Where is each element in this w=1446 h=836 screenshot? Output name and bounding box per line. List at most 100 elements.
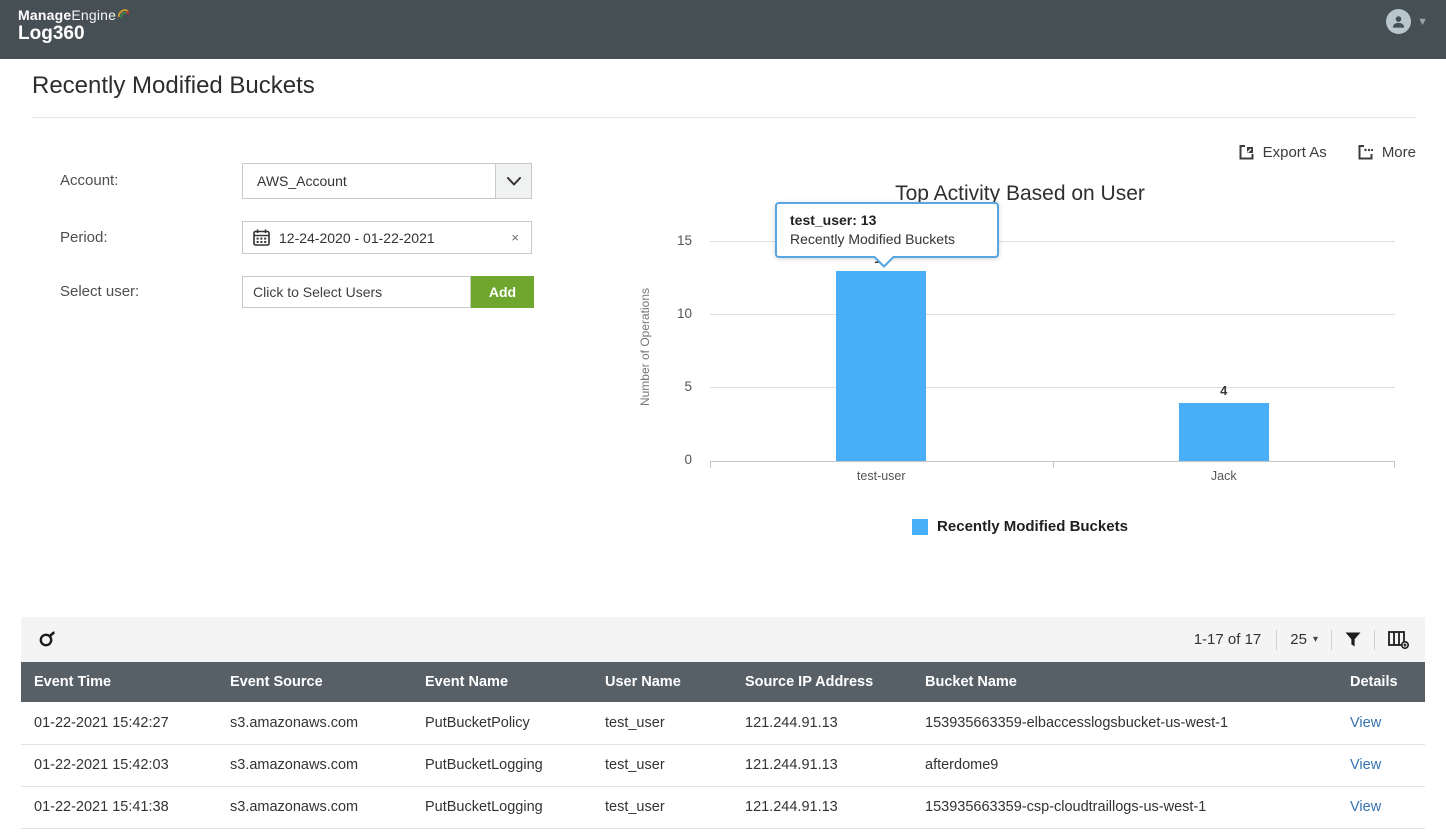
account-label: Account: — [60, 172, 119, 189]
chart-title: Top Activity Based on User — [895, 182, 1145, 205]
col-event-source[interactable]: Event Source — [217, 662, 412, 702]
legend-swatch — [912, 518, 929, 535]
chart-y-ticks: 0 5 10 15 — [652, 230, 700, 467]
cell-event-source: s3.amazonaws.com — [217, 744, 412, 787]
table-toolbar: 1-17 of 17 25 ▾ — [21, 617, 1425, 662]
cell-source-ip: 121.244.91.13 — [732, 744, 912, 787]
cell-details: View — [1337, 744, 1425, 787]
page-size-caret-icon: ▾ — [1312, 634, 1318, 645]
bar-Jack[interactable] — [1178, 402, 1269, 461]
table-header-row: Event Time Event Source Event Name User … — [21, 662, 1425, 702]
user-menu-caret-icon: ▼ — [1417, 15, 1428, 28]
chart-y-axis-title: Number of Operations — [638, 287, 652, 407]
cell-event-time: 01-22-2021 15:42:27 — [21, 702, 217, 745]
cell-user-name: test_user — [592, 786, 732, 829]
cell-bucket-name: 153935663359-csp-cloudtraillogs-us-west-… — [912, 786, 1337, 829]
cell-event-name: PutBucketLogging — [412, 744, 592, 787]
table-row: 01-22-2021 15:42:03 s3.amazonaws.com PutBu… — [21, 744, 1425, 787]
manageengine-logo: ManageEngine — [18, 7, 130, 23]
col-details[interactable]: Details — [1337, 662, 1425, 702]
tooltip-arrow-inner — [875, 256, 893, 265]
chart-x-labels: test-user Jack — [710, 469, 1395, 489]
chart-tooltip: test_user: 13 Recently Modified Buckets — [775, 202, 999, 268]
more-button[interactable]: More — [1357, 144, 1416, 161]
tooltip-title: test_user: 13 — [790, 212, 877, 228]
x-category-label: Jack — [1210, 469, 1237, 483]
page-title: Recently Modified Buckets — [32, 72, 315, 99]
chart-legend[interactable]: Recently Modified Buckets — [640, 518, 1400, 535]
col-user-name[interactable]: User Name — [592, 662, 732, 702]
brand-engine: Engine — [71, 7, 117, 23]
bar-test-user[interactable] — [836, 270, 927, 461]
page-size-value: 25 — [1290, 631, 1307, 648]
log360-logo-text: Log360 — [18, 23, 85, 45]
x-axis-tick — [1052, 461, 1054, 468]
col-event-name[interactable]: Event Name — [412, 662, 592, 702]
table-body: 01-22-2021 15:42:27 s3.amazonaws.com PutBu… — [21, 702, 1425, 829]
calendar-icon — [253, 229, 270, 246]
brand-logo[interactable]: ManageEngine Log360 — [18, 7, 130, 45]
period-field[interactable]: 12-24-2020 - 01-22-2021 × — [242, 221, 532, 254]
view-details-link[interactable]: View — [1350, 799, 1382, 815]
cell-event-name: PutBucketLogging — [412, 786, 592, 829]
add-user-button[interactable]: Add — [471, 276, 534, 308]
x-axis-tick — [710, 461, 711, 468]
filter-icon[interactable] — [1345, 632, 1361, 647]
user-menu[interactable]: ▼ — [1386, 9, 1428, 34]
cell-details: View — [1337, 702, 1425, 745]
cell-event-time: 01-22-2021 15:42:03 — [21, 744, 217, 787]
table-header: Event Time Event Source Event Name User … — [21, 662, 1425, 702]
cell-details: View — [1337, 786, 1425, 829]
cell-event-source: s3.amazonaws.com — [217, 786, 412, 829]
period-clear-icon[interactable]: × — [511, 230, 519, 245]
cell-user-name: test_user — [592, 744, 732, 787]
select-users-input[interactable]: Click to Select Users — [242, 276, 471, 308]
cell-event-name: PutBucketPolicy — [412, 702, 592, 745]
events-table: Event Time Event Source Event Name User … — [21, 662, 1425, 829]
chart-gridline — [710, 240, 1395, 242]
user-avatar-icon — [1386, 9, 1412, 34]
account-select-chevron[interactable] — [495, 164, 531, 198]
select-user-label: Select user: — [60, 283, 140, 300]
toolbar-separator — [1276, 629, 1278, 650]
column-chooser-icon[interactable] — [1388, 630, 1409, 649]
pagination-range: 1-17 of 17 — [1193, 631, 1262, 648]
chart-plot: 13 4 — [710, 230, 1395, 468]
account-select-value: AWS_Account — [257, 173, 347, 189]
bar-value-label: 4 — [1220, 382, 1228, 398]
export-as-button[interactable]: Export As — [1238, 144, 1327, 161]
period-value: 12-24-2020 - 01-22-2021 — [279, 229, 435, 246]
account-select[interactable]: AWS_Account — [242, 163, 532, 199]
chart-actions: Export As More — [1238, 144, 1416, 161]
view-details-link[interactable]: View — [1350, 757, 1382, 773]
export-as-label: Export As — [1262, 144, 1327, 161]
chart-gridline — [710, 386, 1395, 388]
col-source-ip[interactable]: Source IP Address — [732, 662, 912, 702]
y-tick-label: 5 — [684, 378, 692, 394]
y-tick-label: 15 — [676, 232, 692, 248]
title-divider — [32, 117, 1416, 118]
cell-source-ip: 121.244.91.13 — [732, 786, 912, 829]
export-icon — [1238, 144, 1255, 161]
toolbar-separator — [1374, 629, 1375, 650]
tooltip-subtitle: Recently Modified Buckets — [790, 231, 955, 247]
page-size-dropdown[interactable]: 25 ▾ — [1290, 631, 1318, 648]
cell-event-source: s3.amazonaws.com — [217, 702, 412, 745]
cell-bucket-name: 153935663359-elbaccesslogsbucket-us-west… — [912, 702, 1337, 745]
x-axis-tick — [1394, 461, 1395, 468]
chart-gridline — [710, 313, 1395, 315]
y-tick-label: 0 — [684, 452, 692, 467]
col-bucket-name[interactable]: Bucket Name — [912, 662, 1337, 702]
brand-manage: Manage — [18, 7, 72, 23]
more-icon — [1357, 144, 1374, 161]
cell-bucket-name: afterdome9 — [912, 744, 1337, 787]
cell-user-name: test_user — [592, 702, 732, 745]
y-tick-label: 10 — [676, 305, 692, 321]
period-label: Period: — [60, 229, 108, 246]
legend-label: Recently Modified Buckets — [937, 518, 1128, 535]
search-icon[interactable] — [37, 629, 58, 650]
top-navbar: ManageEngine Log360 ▼ — [0, 0, 1446, 59]
view-details-link[interactable]: View — [1350, 714, 1382, 731]
col-event-time[interactable]: Event Time — [21, 662, 217, 702]
